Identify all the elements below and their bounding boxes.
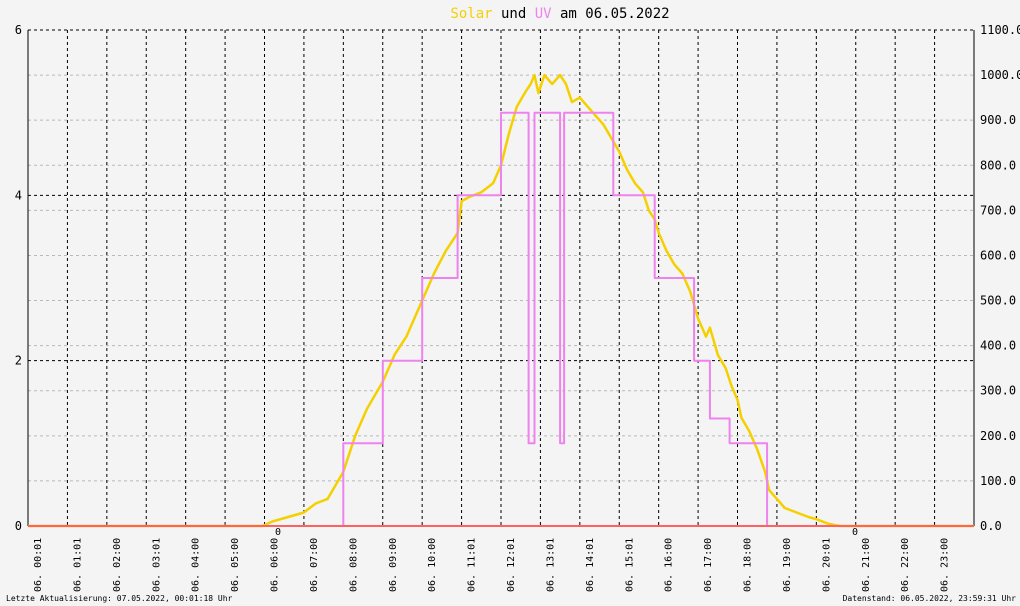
x-tick-label: 06. 01:01 <box>72 538 83 592</box>
y-right-tick-label: 0.0 <box>980 519 1002 533</box>
y-left-tick-label: 2 <box>15 354 22 368</box>
x-tick-label: 06. 16:00 <box>664 538 675 592</box>
x-tick-label: 06. 07:00 <box>309 538 320 592</box>
x-tick-label: 06. 09:00 <box>388 538 399 592</box>
x-tick-label: 06. 18:00 <box>743 538 754 592</box>
x-tick-label: 06. 22:00 <box>900 538 911 592</box>
x-tick-label: 06. 12:01 <box>506 538 517 592</box>
sunset-marker: 0 <box>852 527 858 538</box>
footer-data-status: Datenstand: 06.05.2022, 23:59:31 Uhr <box>843 594 1017 603</box>
chart-title: Solar und UV am 06.05.2022 <box>450 6 669 22</box>
x-tick-label: 06. 03:01 <box>151 538 162 592</box>
series-line-solar <box>28 73 974 528</box>
series-line-uv <box>28 111 974 527</box>
y-right-tick-label: 300.0 <box>980 384 1016 398</box>
x-tick-label: 06. 11:01 <box>467 538 478 592</box>
x-tick-label: 06. 08:00 <box>348 538 359 592</box>
y-right-tick-label: 800.0 <box>980 158 1016 172</box>
x-tick-label: 06. 19:00 <box>782 538 793 592</box>
x-tick-label: 06. 10:00 <box>427 538 438 592</box>
tick-labels: 0.0 100.0 200.0 300.0 400.0 500.0 600.0 700.0 80… <box>15 23 1020 592</box>
sunrise-marker: 0 <box>275 527 281 538</box>
y-left-tick-label: 0 <box>15 519 22 533</box>
x-tick-label: 06. 06:00 <box>270 538 281 592</box>
x-tick-label: 06. 23:00 <box>940 538 951 592</box>
x-tick-label: 06. 02:00 <box>112 538 123 592</box>
title-solar: Solar <box>450 6 492 22</box>
x-tick-label: 06. 15:01 <box>624 538 635 592</box>
y-right-tick-label: 1100.0 <box>980 23 1020 37</box>
y-right-tick-label: 600.0 <box>980 248 1016 262</box>
y-right-tick-label: 400.0 <box>980 339 1016 353</box>
x-tick-label: 06. 00:01 <box>33 538 44 592</box>
y-right-tick-label: 1000.0 <box>980 68 1020 82</box>
x-tick-label: 06. 21:00 <box>861 538 872 592</box>
x-tick-label: 06. 17:00 <box>703 538 714 592</box>
title-date: am 06.05.2022 <box>552 6 670 22</box>
y-left-tick-label: 6 <box>15 23 22 37</box>
x-tick-label: 06. 14:01 <box>585 538 596 592</box>
y-left-tick-label: 4 <box>15 188 22 202</box>
x-tick-label: 06. 20:01 <box>821 538 832 592</box>
y-right-tick-label: 100.0 <box>980 474 1016 488</box>
x-tick-label: 06. 05:00 <box>230 538 241 592</box>
y-right-tick-label: 500.0 <box>980 294 1016 308</box>
title-uv: UV <box>535 6 552 22</box>
y-right-tick-label: 200.0 <box>980 429 1016 443</box>
x-tick-label: 06. 04:00 <box>191 538 202 592</box>
y-right-tick-label: 900.0 <box>980 113 1016 127</box>
footer-last-update: Letzte Aktualisierung: 07.05.2022, 00:01… <box>6 594 233 603</box>
title-und: und <box>493 6 535 22</box>
x-tick-label: 06. 13:01 <box>545 538 556 592</box>
series-lines <box>28 73 974 528</box>
y-right-tick-label: 700.0 <box>980 203 1016 217</box>
